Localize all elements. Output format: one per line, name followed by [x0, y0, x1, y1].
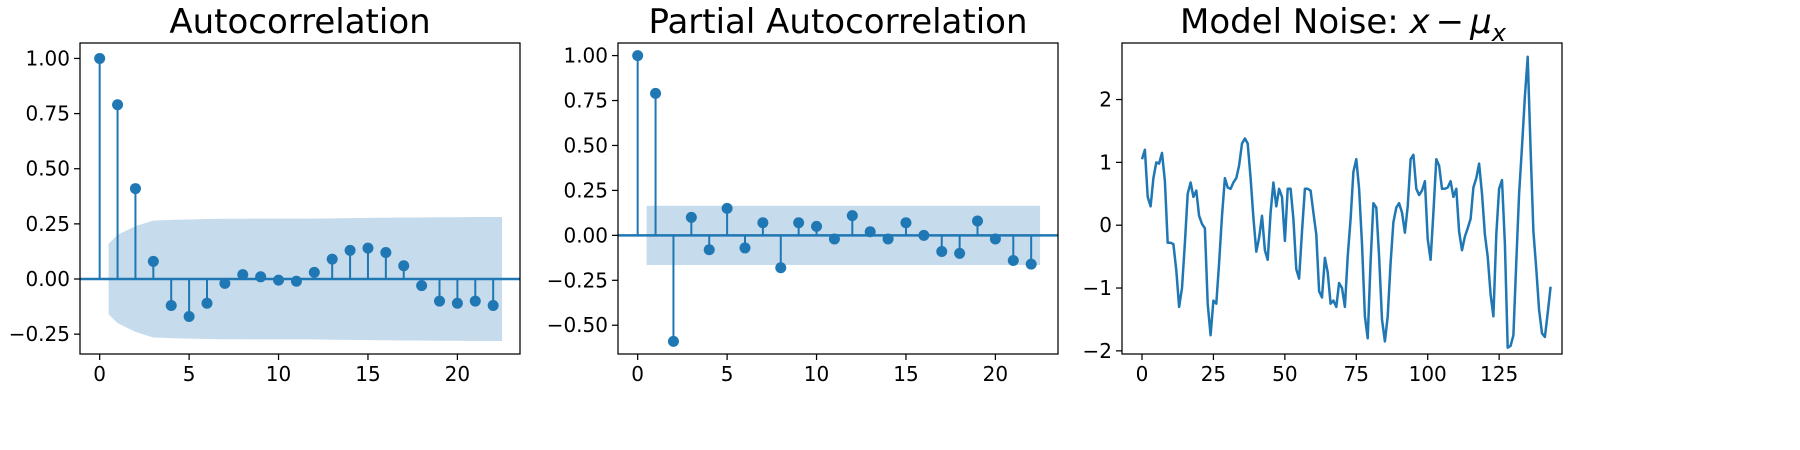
stem-marker — [989, 233, 1001, 245]
stem-marker — [703, 244, 715, 256]
x-tick-label: 20 — [983, 362, 1008, 386]
stem-marker — [112, 99, 124, 111]
y-tick-label: 0.25 — [25, 212, 70, 236]
chart-title-math-subscript: x — [1491, 19, 1507, 47]
chart-title-math-minus: − — [1436, 2, 1465, 42]
x-tick-label: 75 — [1344, 362, 1369, 386]
stem-marker — [416, 280, 428, 292]
stem-marker — [183, 311, 195, 323]
y-tick-label: 1 — [1099, 150, 1112, 174]
y-tick-label: −0.50 — [547, 313, 608, 337]
axes-frame — [617, 42, 1059, 355]
chart-title-text: Model Noise: — [1180, 2, 1409, 42]
chart-title: Autocorrelation — [169, 2, 430, 42]
x-tick-label: 125 — [1480, 362, 1518, 386]
stem-marker — [398, 260, 410, 272]
x-tick-label: 0 — [1136, 362, 1149, 386]
y-tick-label: 1.00 — [25, 46, 70, 70]
autocorrelation-plot: Autocorrelation 0 5 10 15 20 −0.25 0.00 0.25 0.5… — [9, 2, 521, 386]
stem-marker — [273, 274, 285, 286]
stem-marker — [201, 297, 213, 309]
stem-marker — [380, 247, 392, 259]
stem-marker — [882, 233, 894, 245]
x-tick-label: 100 — [1409, 362, 1447, 386]
stem-marker — [434, 295, 446, 307]
stem-marker — [775, 262, 787, 274]
axes-frame — [79, 42, 521, 355]
stem-marker — [721, 202, 733, 214]
y-tick-label: 0.50 — [563, 133, 608, 157]
x-tick-label: 5 — [183, 362, 196, 386]
stem-marker — [650, 87, 662, 99]
x-tick-label: 20 — [445, 362, 470, 386]
chart-title-math-x: x — [1409, 2, 1431, 42]
x-tick-label: 10 — [804, 362, 829, 386]
stem-marker — [326, 253, 338, 265]
y-tick-label: 0.25 — [563, 178, 608, 202]
stem-marker — [918, 229, 930, 241]
stem-marker — [954, 247, 966, 259]
x-tick-label: 5 — [721, 362, 734, 386]
stem-marker — [94, 52, 106, 64]
y-tick-label: 0.75 — [563, 89, 608, 113]
stem-marker — [828, 233, 840, 245]
stem-marker — [362, 242, 374, 254]
x-tick-label: 25 — [1201, 362, 1226, 386]
stem-marker — [846, 210, 858, 222]
chart-title: Model Noise: x − μx — [1180, 2, 1507, 47]
stem-marker — [165, 299, 177, 311]
stem-marker — [255, 271, 267, 283]
stem-marker — [632, 50, 644, 62]
y-tick-label: −2 — [1083, 339, 1112, 363]
y-tick-label: 1.00 — [563, 44, 608, 68]
stem-marker — [685, 211, 697, 223]
y-tick-label: 0.00 — [563, 223, 608, 247]
x-tick-label: 10 — [266, 362, 291, 386]
x-tick-label: 0 — [631, 362, 644, 386]
y-tick-label: −0.25 — [9, 322, 70, 346]
axes-frame — [1121, 42, 1563, 355]
noise-line — [1140, 55, 1552, 349]
stem-marker — [451, 297, 463, 309]
stem-marker — [219, 277, 231, 289]
stem-marker — [487, 299, 499, 311]
plot-area: 0 5 10 15 20 −0.25 0.00 0.25 0.50 0.75 1.00 — [9, 46, 520, 386]
x-tick-label: 15 — [355, 362, 380, 386]
model-noise-plot: Model Noise: x − μx 0 25 50 75 100 125 −2 −1 0 1 2 — [1083, 2, 1563, 386]
stem-marker — [237, 269, 249, 281]
y-tick-label: 0 — [1099, 213, 1112, 237]
chart-title: Partial Autocorrelation — [648, 2, 1027, 42]
x-tick-label: 50 — [1272, 362, 1297, 386]
stem-marker — [344, 244, 356, 256]
plot-area: 0 25 50 75 100 125 −2 −1 0 1 2 — [1083, 55, 1552, 386]
stem-marker — [936, 246, 948, 258]
y-tick-label: 0.75 — [25, 102, 70, 126]
stem-marker — [811, 220, 823, 232]
stem-marker — [129, 183, 141, 195]
stem-marker — [793, 217, 805, 229]
stem-marker — [1007, 255, 1019, 267]
chart-title-math-mu: μ — [1469, 2, 1492, 42]
stem-marker — [757, 217, 769, 229]
x-tick-label: 15 — [893, 362, 918, 386]
partial-autocorrelation-plot: Partial Autocorrelation 0 5 10 15 20 −0.50 −0.… — [547, 2, 1059, 386]
stem-marker — [290, 275, 302, 287]
y-tick-label: −1 — [1083, 276, 1112, 300]
stem-marker — [308, 266, 320, 278]
plot-area: 0 5 10 15 20 −0.50 −0.25 0.00 0.25 0.50 0.75 1.00 — [547, 44, 1058, 386]
y-tick-label: 0.00 — [25, 267, 70, 291]
stem-marker — [667, 335, 679, 347]
y-tick-label: 0.50 — [25, 157, 70, 181]
x-tick-label: 0 — [93, 362, 106, 386]
stem-marker — [739, 242, 751, 254]
stem-marker — [147, 255, 159, 267]
stem-marker — [900, 217, 912, 229]
stem-marker — [1025, 258, 1037, 270]
stem-marker — [864, 226, 876, 238]
y-tick-label: 2 — [1099, 88, 1112, 112]
stem-marker — [972, 215, 984, 227]
stem-marker — [469, 295, 481, 307]
y-tick-label: −0.25 — [547, 268, 608, 292]
